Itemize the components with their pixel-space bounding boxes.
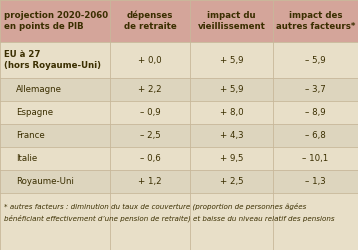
Bar	[0, 101, 358, 124]
Text: bénéficiant effectivement d’une pension de retraite) et baisse du niveau relatif: bénéficiant effectivement d’une pension …	[4, 215, 335, 222]
Text: + 4,3: + 4,3	[220, 131, 243, 140]
Text: + 8,0: + 8,0	[220, 108, 243, 117]
Text: – 3,7: – 3,7	[305, 85, 326, 94]
Text: Italie: Italie	[16, 154, 37, 163]
Text: – 1,3: – 1,3	[305, 177, 326, 186]
Text: Allemagne: Allemagne	[16, 85, 62, 94]
Text: – 2,5: – 2,5	[140, 131, 160, 140]
Text: – 0,6: – 0,6	[140, 154, 160, 163]
Text: Royaume-Uni: Royaume-Uni	[16, 177, 74, 186]
Bar	[0, 170, 358, 193]
Text: Espagne: Espagne	[16, 108, 53, 117]
Text: – 10,1: – 10,1	[303, 154, 329, 163]
Bar	[0, 0, 358, 42]
Text: + 5,9: + 5,9	[220, 85, 243, 94]
Bar	[0, 78, 358, 101]
Text: – 0,9: – 0,9	[140, 108, 160, 117]
Text: – 5,9: – 5,9	[305, 56, 326, 64]
Text: + 5,9: + 5,9	[220, 56, 243, 64]
Text: + 2,5: + 2,5	[220, 177, 243, 186]
Text: projection 2020-2060
en points de PIB: projection 2020-2060 en points de PIB	[4, 11, 108, 31]
Text: impact des
autres facteurs*: impact des autres facteurs*	[276, 11, 355, 31]
Text: dépenses
de retraite: dépenses de retraite	[124, 11, 176, 31]
Text: + 0,0: + 0,0	[138, 56, 162, 64]
Text: + 1,2: + 1,2	[138, 177, 162, 186]
Text: * autres facteurs : diminution du taux de couverture (proportion de personnes âg: * autres facteurs : diminution du taux d…	[4, 203, 306, 210]
Text: – 8,9: – 8,9	[305, 108, 326, 117]
Text: + 2,2: + 2,2	[138, 85, 162, 94]
Bar	[0, 193, 358, 250]
Bar	[0, 124, 358, 147]
Text: + 9,5: + 9,5	[220, 154, 243, 163]
Text: – 6,8: – 6,8	[305, 131, 326, 140]
Bar	[0, 147, 358, 170]
Text: France: France	[16, 131, 45, 140]
Bar	[0, 42, 358, 78]
Text: EU à 27
(hors Royaume-Uni): EU à 27 (hors Royaume-Uni)	[4, 50, 101, 70]
Text: impact du
vieillissement: impact du vieillissement	[198, 11, 265, 31]
